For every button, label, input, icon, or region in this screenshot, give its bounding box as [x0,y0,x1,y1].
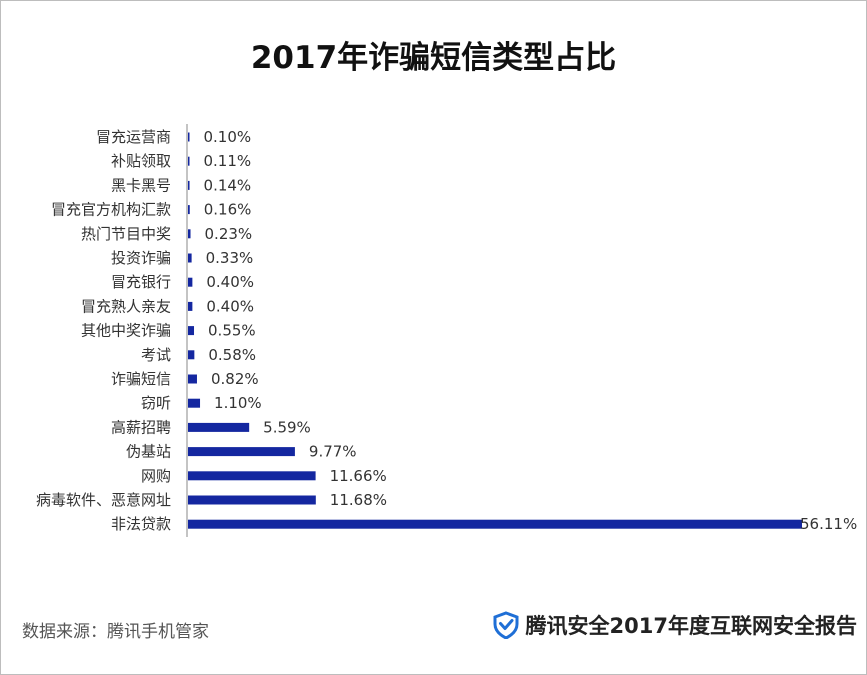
chart-title: 2017年诈骗短信类型占比 [250,40,617,76]
value-label: 0.55% [208,322,256,340]
value-label: 1.10% [214,394,262,412]
bar [188,132,190,142]
bar [188,447,295,457]
value-label: 56.11% [800,515,857,533]
bar [188,277,193,287]
category-label: 其他中奖诈骗 [81,322,171,340]
brand-footer: 腾讯安全2017年度互联网安全报告 [492,610,857,640]
data-source-note: 数据来源：腾讯手机管家 [22,622,209,642]
category-label: 冒充银行 [111,273,171,291]
value-label: 9.77% [309,443,357,461]
value-label: 0.33% [206,249,254,267]
category-label: 非法贷款 [111,515,171,533]
bar [188,253,192,263]
category-label: 伪基站 [126,443,171,461]
category-label: 病毒软件、恶意网址 [36,491,171,509]
bar [188,156,190,166]
bar [188,301,193,311]
bar [188,326,195,336]
value-label: 0.58% [208,346,256,364]
category-label: 高薪招聘 [111,418,171,436]
value-label: 5.59% [263,418,311,436]
value-label: 0.10% [204,128,252,146]
value-label: 0.11% [204,152,252,170]
value-label: 11.66% [330,467,387,485]
bar [188,350,195,360]
value-label: 0.23% [205,225,253,243]
category-label: 冒充运营商 [96,128,171,146]
category-label: 诈骗短信 [111,370,171,388]
category-label: 网购 [141,467,171,485]
bar [188,398,201,408]
category-label: 投资诈骗 [111,249,171,267]
value-label: 0.40% [206,297,254,315]
value-label: 0.16% [204,201,252,219]
category-label: 冒充熟人亲友 [81,297,171,315]
bar [188,519,802,529]
bar [188,495,316,505]
bar [188,205,190,215]
bar [188,229,191,239]
brand-text: 腾讯安全2017年度互联网安全报告 [525,614,857,638]
value-label: 11.68% [330,491,387,509]
bar [188,374,197,384]
category-label: 补贴领取 [111,152,171,170]
value-label: 0.14% [204,176,252,194]
value-label: 0.40% [206,273,254,291]
category-label: 冒充官方机构汇款 [51,201,171,219]
category-label: 热门节目中奖 [81,225,171,243]
shield-check-icon [493,611,519,639]
bar [188,422,250,432]
category-label: 考试 [141,346,171,364]
value-label: 0.82% [211,370,259,388]
category-label: 窃听 [141,394,171,412]
bar [188,471,316,481]
category-label: 黑卡黑号 [111,176,171,194]
bar [188,180,190,190]
